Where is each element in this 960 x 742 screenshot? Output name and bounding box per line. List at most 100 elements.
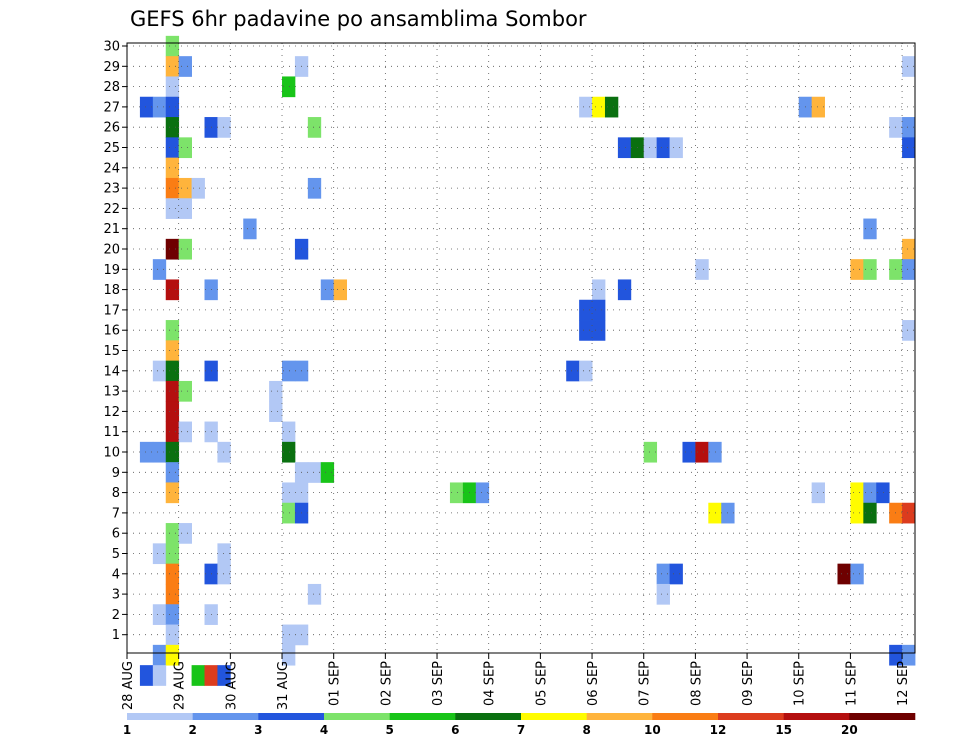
heatmap-cell [178, 198, 192, 219]
heatmap-cell [178, 523, 192, 544]
heatmap-cell [165, 177, 180, 199]
heatmap-cell [139, 665, 154, 686]
legend-swatch [324, 713, 390, 720]
heatmap-cell [165, 320, 180, 341]
y-tick-label: 13 [103, 385, 120, 400]
heatmap-cell [152, 360, 167, 382]
legend-label: 5 [385, 723, 393, 737]
heatmap-cell [165, 35, 180, 57]
heatmap-cell [165, 482, 180, 504]
y-tick-label: 30 [103, 40, 120, 55]
heatmap-cell [850, 563, 864, 585]
heatmap-cell [165, 583, 180, 605]
legend-swatch [455, 713, 522, 720]
heatmap-cell [165, 360, 180, 382]
y-tick-label: 22 [103, 202, 120, 217]
y-tick-label: 4 [112, 567, 120, 582]
y-axis: 1234567891011121314151617181920212223242… [103, 40, 127, 643]
heatmap-cell [139, 96, 154, 118]
heatmap-cell [307, 117, 322, 138]
legend-swatch [652, 713, 719, 720]
heatmap-cell [669, 563, 683, 585]
heatmap-cell [152, 604, 167, 625]
y-tick-label: 28 [103, 80, 120, 95]
y-tick-label: 6 [112, 527, 120, 542]
heatmap-cell [902, 56, 916, 77]
y-tick-label: 1 [112, 628, 120, 643]
grid-lines [126, 43, 915, 653]
heatmap-cell [333, 279, 348, 301]
legend-label: 1 [123, 723, 131, 737]
heatmap-cell [243, 218, 257, 240]
chart-title: GEFS 6hr padavine po ansamblima Sombor [130, 7, 587, 31]
legend-swatch [192, 713, 259, 720]
heatmap-cell [191, 177, 205, 199]
y-tick-label: 20 [103, 243, 120, 258]
heatmap-cell [217, 563, 231, 585]
x-tick-label: 04 SEP [483, 661, 498, 706]
legend-label: 8 [582, 723, 590, 737]
y-tick-label: 3 [112, 588, 120, 603]
y-tick-label: 26 [103, 121, 120, 136]
heatmap-cell [617, 137, 632, 159]
heatmap-cell [850, 259, 864, 280]
heatmap-cell [863, 502, 877, 524]
heatmap-cell [165, 604, 180, 625]
legend-label: 7 [517, 723, 525, 737]
heatmap-cell [165, 380, 180, 402]
x-tick-label: 08 SEP [689, 661, 704, 706]
heatmap-cell [178, 380, 192, 402]
heatmap-cell [475, 482, 490, 504]
y-tick-label: 9 [112, 466, 120, 481]
heatmap-cell [656, 137, 670, 159]
heatmap-cell [850, 502, 864, 524]
y-tick-label: 8 [112, 486, 120, 501]
heatmap-cell [449, 482, 464, 504]
legend-swatch [258, 713, 325, 720]
heatmap-cell [708, 502, 722, 524]
heatmap-cell [695, 259, 709, 280]
heatmap-cell [592, 96, 606, 118]
heatmap-cell [902, 320, 916, 341]
heatmap-cell [165, 401, 180, 422]
heatmap-cell [592, 279, 606, 301]
heatmap-cell [217, 117, 231, 138]
y-tick-label: 23 [103, 182, 120, 197]
heatmap-cell [811, 482, 825, 504]
heatmap-cell [282, 482, 296, 504]
heatmap-cell [282, 441, 296, 463]
x-tick-label: 01 SEP [328, 661, 343, 706]
heatmap-cell [669, 137, 683, 159]
legend-label: 3 [254, 723, 262, 737]
heatmap-cell [178, 238, 192, 260]
legend-label: 6 [451, 723, 459, 737]
heatmap-cell [165, 624, 180, 646]
heatmap-cell [165, 441, 180, 463]
legend-label: 4 [320, 723, 328, 737]
heatmap-cell [566, 360, 580, 382]
legend-label: 10 [644, 723, 661, 737]
y-tick-label: 17 [103, 303, 120, 318]
heatmap-cell [165, 462, 180, 483]
x-tick-label: 07 SEP [638, 661, 653, 706]
y-tick-label: 24 [103, 161, 120, 176]
x-tick-label: 28 AUG [121, 661, 136, 710]
heatmap-cell [579, 360, 593, 382]
legend-swatch [389, 713, 456, 720]
legend-swatch [849, 713, 916, 720]
x-tick-label: 09 SEP [741, 661, 756, 706]
y-tick-label: 19 [103, 263, 120, 278]
heatmap-cell [217, 543, 231, 565]
heatmap-cell [152, 96, 167, 118]
legend-swatch [586, 713, 653, 720]
heatmap-cell [902, 117, 916, 138]
heatmap-cell [165, 523, 180, 544]
heatmap-cell [165, 238, 180, 260]
heatmap-cell [876, 482, 890, 504]
heatmap-cell [307, 583, 322, 605]
heatmap-cell [850, 482, 864, 504]
heatmap-cell [165, 96, 180, 118]
x-tick-label: 11 SEP [844, 661, 859, 706]
heatmap-cell [165, 644, 180, 666]
